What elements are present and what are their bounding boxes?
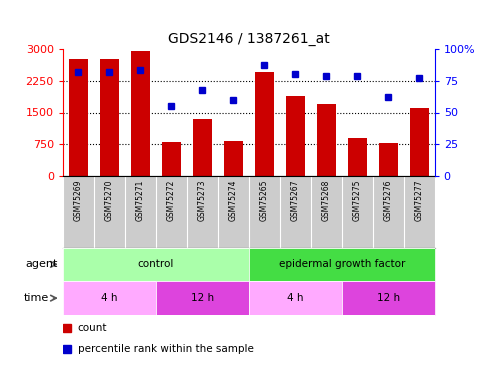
Bar [162, 142, 181, 176]
Bar [69, 59, 87, 176]
Text: agent: agent [26, 260, 58, 269]
Text: GSM75265: GSM75265 [260, 180, 269, 221]
Bar [255, 72, 273, 176]
Bar [156, 281, 249, 315]
Bar [100, 59, 119, 176]
Bar [410, 108, 428, 176]
Bar [193, 119, 212, 176]
Text: GSM75268: GSM75268 [322, 180, 331, 221]
Text: GSM75269: GSM75269 [74, 180, 83, 221]
Bar [131, 51, 150, 176]
Text: 12 h: 12 h [377, 293, 400, 303]
Bar [249, 281, 342, 315]
Text: GSM75271: GSM75271 [136, 180, 145, 221]
Text: GSM75270: GSM75270 [105, 180, 114, 221]
Text: percentile rank within the sample: percentile rank within the sample [78, 344, 254, 354]
Title: GDS2146 / 1387261_at: GDS2146 / 1387261_at [168, 32, 329, 46]
Bar [249, 248, 435, 281]
Bar [317, 104, 336, 176]
Bar [63, 248, 249, 281]
Bar [286, 96, 304, 176]
Text: 4 h: 4 h [287, 293, 303, 303]
Text: epidermal growth factor: epidermal growth factor [279, 260, 405, 269]
Text: time: time [24, 293, 49, 303]
Text: GSM75274: GSM75274 [229, 180, 238, 221]
Text: GSM75276: GSM75276 [384, 180, 393, 221]
Text: 4 h: 4 h [101, 293, 117, 303]
Bar [348, 138, 367, 176]
Text: control: control [138, 260, 174, 269]
Text: GSM75275: GSM75275 [353, 180, 362, 221]
Text: GSM75277: GSM75277 [415, 180, 424, 221]
Text: GSM75273: GSM75273 [198, 180, 207, 221]
Bar [342, 281, 435, 315]
Text: GSM75267: GSM75267 [291, 180, 300, 221]
Bar [379, 143, 398, 176]
Text: 12 h: 12 h [191, 293, 214, 303]
Bar [63, 281, 156, 315]
Text: GSM75272: GSM75272 [167, 180, 176, 221]
Text: count: count [78, 322, 107, 333]
Bar [224, 141, 242, 176]
